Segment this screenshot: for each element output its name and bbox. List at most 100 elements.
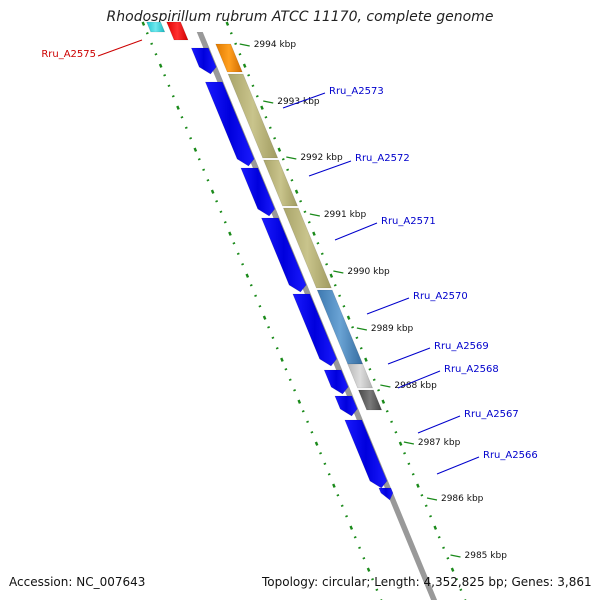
tick-mark xyxy=(309,213,320,217)
cds-band-olive xyxy=(263,159,298,207)
gene-label: Rru_A2571 xyxy=(381,216,436,227)
gc-dot xyxy=(262,315,267,320)
label-leader xyxy=(334,222,378,241)
gc-dot xyxy=(284,368,288,371)
gc-dot xyxy=(377,389,381,392)
gene-arrow xyxy=(344,419,388,489)
gc-dot xyxy=(368,368,372,371)
gc-dot xyxy=(299,200,303,203)
gc-dot xyxy=(301,410,305,413)
gc-dot xyxy=(234,42,238,46)
label-leader xyxy=(387,347,431,365)
accession: Accession: NC_007643 xyxy=(9,575,146,589)
gc-dot xyxy=(228,231,232,236)
gene-arrow xyxy=(204,81,255,167)
gc-dots-left xyxy=(141,21,383,600)
gc-dot xyxy=(446,557,450,560)
gc-dot xyxy=(145,32,149,35)
gc-dot xyxy=(375,588,379,592)
label-leader xyxy=(97,39,143,57)
gc-dot xyxy=(398,441,403,446)
gc-dot xyxy=(381,399,386,404)
gene-label: Rru_A2569 xyxy=(434,341,489,352)
gene-labels: Rru_A2575 Rru_A2573 Rru_A2572 Rru_A2571 Rru_… xyxy=(41,39,538,475)
tick-mark xyxy=(263,100,274,104)
tick-label: 2994 kbp xyxy=(254,40,297,50)
tick-mark xyxy=(356,327,367,331)
gc-dot xyxy=(264,116,268,119)
gc-dot xyxy=(247,74,251,77)
gc-dot xyxy=(319,452,322,455)
gc-dot xyxy=(333,284,337,287)
label-leader xyxy=(436,456,480,475)
gene-label: Rru_A2567 xyxy=(464,409,519,420)
label-leader xyxy=(366,297,410,315)
gc-dot xyxy=(416,483,420,488)
label-leader xyxy=(397,370,441,389)
gene-arrow xyxy=(378,487,394,501)
gene-arrow xyxy=(292,293,337,367)
gc-dot xyxy=(442,546,445,550)
gene-arrow xyxy=(261,217,307,293)
gene-arrow xyxy=(323,369,349,395)
tick-label: 2986 kbp xyxy=(441,494,484,504)
gc-dot xyxy=(303,210,307,214)
gene-label: Rru_A2566 xyxy=(483,450,538,461)
gc-dot xyxy=(255,95,259,98)
gc-dot xyxy=(351,326,355,329)
gc-dot xyxy=(232,242,236,245)
gc-dot xyxy=(260,105,264,110)
gc-dot xyxy=(293,389,297,392)
gc-dot xyxy=(306,420,309,424)
tick-label: 2989 kbp xyxy=(371,324,414,334)
gc-dot xyxy=(420,494,424,497)
gene-label: Rru_A2572 xyxy=(355,153,410,164)
tick-label: 2990 kbp xyxy=(347,267,390,277)
gc-dot xyxy=(271,336,275,340)
gc-dot xyxy=(206,179,210,182)
gc-dot xyxy=(437,536,441,539)
gc-dot xyxy=(254,294,258,298)
gc-dot xyxy=(163,74,167,77)
gc-dot xyxy=(286,168,290,172)
gc-dot xyxy=(371,578,374,581)
gc-dot xyxy=(450,567,455,572)
tick-mark xyxy=(333,270,344,274)
cds-band-red xyxy=(166,21,189,41)
label-leader xyxy=(282,92,326,109)
gc-dot xyxy=(312,231,316,236)
gc-dot xyxy=(411,473,415,476)
top-features xyxy=(146,21,189,41)
tick-label: 2988 kbp xyxy=(394,381,437,391)
gc-dot xyxy=(197,158,201,161)
cds-band-olive xyxy=(282,207,332,289)
tick-mark xyxy=(426,497,438,501)
gc-dot xyxy=(355,336,359,340)
gc-dot xyxy=(297,399,302,404)
gc-dot xyxy=(189,137,193,140)
gc-dot xyxy=(141,21,146,26)
gc-dot xyxy=(294,189,299,194)
gc-dot xyxy=(320,252,324,256)
gc-dot xyxy=(158,63,163,68)
gc-dot xyxy=(180,116,184,119)
gene-arrow xyxy=(334,395,358,417)
tick-mark xyxy=(239,43,250,47)
cds-band-cyan xyxy=(146,21,166,33)
gc-dot xyxy=(245,273,250,278)
gc-dot xyxy=(424,504,428,508)
gc-dot xyxy=(258,305,262,308)
tick-label: 2992 kbp xyxy=(300,153,343,163)
gc-dot xyxy=(362,557,366,560)
gc-dot xyxy=(184,126,188,130)
gc-dot xyxy=(336,494,340,497)
gene-features xyxy=(190,43,394,501)
gc-dot xyxy=(277,147,282,152)
gc-dot xyxy=(429,515,432,518)
label-leader xyxy=(417,415,461,434)
gc-dot xyxy=(171,95,175,98)
gc-dot xyxy=(342,305,346,308)
tick-label: 2985 kbp xyxy=(465,551,508,561)
tick-label: 2987 kbp xyxy=(418,438,461,448)
gc-dot xyxy=(290,179,294,182)
